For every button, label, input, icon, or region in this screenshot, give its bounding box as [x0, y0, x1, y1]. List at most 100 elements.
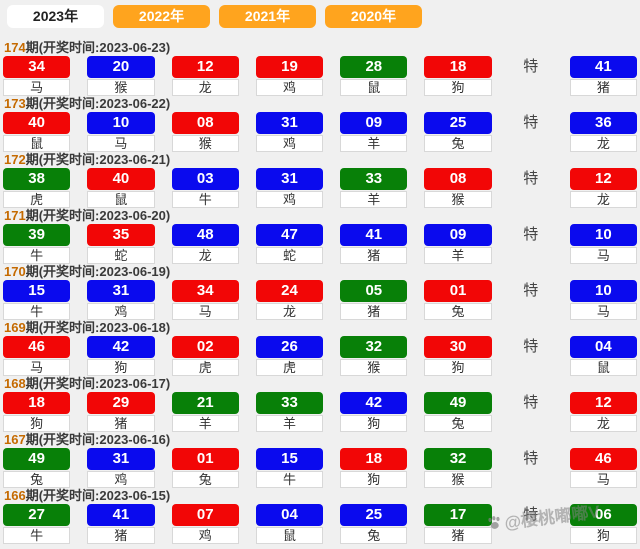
zodiac-label: 鸡: [255, 191, 324, 208]
period-header: 170期(开奖时间:2023-06-19): [4, 264, 171, 279]
special-label: 特: [523, 506, 539, 523]
zodiac-label: 猪: [87, 527, 155, 544]
number-cell: 31 鸡: [87, 280, 155, 320]
number-cell: 42 狗: [87, 336, 155, 376]
tab-2021[interactable]: 2021年: [219, 5, 316, 28]
number-ball: 31: [255, 168, 324, 190]
zodiac-label: 狗: [87, 359, 155, 376]
tab-2023[interactable]: 2023年: [7, 5, 104, 28]
zodiac-label: 猪: [340, 247, 408, 264]
number-ball: 27: [3, 504, 71, 526]
number-cell: 18 狗: [424, 56, 492, 96]
zodiac-label: 猪: [424, 527, 492, 544]
number-cell: 41 猪: [87, 504, 155, 544]
number-cell: 32 猴: [340, 336, 408, 376]
number-ball: 18: [424, 56, 492, 78]
number-cell: 34 马: [171, 280, 239, 320]
period-block: 174期(开奖时间:2023-06-23) 34 马 20 猴 12 龙 19 鸡 28 鼠 18 狗 特…: [0, 40, 640, 96]
tab-2022[interactable]: 2022年: [113, 5, 210, 28]
zodiac-label: 兔: [424, 135, 492, 152]
tab-2020[interactable]: 2020年: [325, 5, 422, 28]
special-number-cell: 06 狗: [569, 504, 637, 544]
number-cell: 19 鸡: [255, 56, 324, 96]
zodiac-label: 牛: [3, 303, 71, 320]
number-cell: 26 虎: [255, 336, 324, 376]
special-number-ball: 04: [569, 336, 637, 358]
zodiac-label: 龙: [569, 415, 637, 432]
period-header: 168期(开奖时间:2023-06-17): [4, 376, 171, 391]
special-number-cell: 46 马: [569, 448, 637, 488]
number-ball: 05: [340, 280, 408, 302]
period-block: 173期(开奖时间:2023-06-22) 40 鼠 10 马 08 猴 31 鸡 09 羊 25 兔 特…: [0, 96, 640, 152]
special-number-cell: 12 龙: [569, 392, 637, 432]
zodiac-label: 鼠: [87, 191, 155, 208]
period-block: 168期(开奖时间:2023-06-17) 18 狗 29 猪 21 羊 33 羊 42 狗 49 兔特…: [0, 376, 640, 432]
zodiac-label: 猴: [424, 191, 492, 208]
zodiac-label: 羊: [340, 135, 408, 152]
zodiac-label: 羊: [424, 247, 492, 264]
period-block: 172期(开奖时间:2023-06-21) 38 虎 40 鼠 03 牛 31 鸡 33 羊 08 猴 特…: [0, 152, 640, 208]
zodiac-label: 马: [569, 247, 637, 264]
number-ball: 42: [340, 392, 408, 414]
number-cell: 10 马: [87, 112, 155, 152]
special-label: 特: [523, 58, 539, 75]
number-ball: 34: [3, 56, 71, 78]
number-cell: 27 牛: [3, 504, 71, 544]
number-ball: 28: [340, 56, 408, 78]
special-number-cell: 41 猪: [569, 56, 637, 96]
special-number-ball: 46: [569, 448, 637, 470]
number-ball: 08: [424, 168, 492, 190]
number-ball: 02: [171, 336, 239, 358]
number-cell: 18 狗: [3, 392, 71, 432]
zodiac-label: 猴: [424, 471, 492, 488]
zodiac-label: 猴: [340, 359, 408, 376]
number-cell: 15 牛: [3, 280, 71, 320]
special-number-ball: 36: [569, 112, 637, 134]
zodiac-label: 龙: [255, 303, 324, 320]
special-label: 特: [523, 114, 539, 131]
special-number-cell: 12 龙: [569, 168, 637, 208]
number-ball: 39: [3, 224, 71, 246]
zodiac-label: 兔: [171, 471, 239, 488]
number-ball: 20: [87, 56, 155, 78]
number-cell: 25 兔: [340, 504, 408, 544]
zodiac-label: 虎: [171, 359, 239, 376]
number-ball: 33: [340, 168, 408, 190]
number-cell: 07 鸡: [171, 504, 239, 544]
zodiac-label: 鸡: [171, 527, 239, 544]
number-ball: 40: [3, 112, 71, 134]
number-ball: 31: [87, 448, 155, 470]
period-block: 167期(开奖时间:2023-06-16) 49 兔 31 鸡 01 兔 15 牛 18 狗 32 猴特…: [0, 432, 640, 488]
zodiac-label: 牛: [3, 247, 71, 264]
zodiac-label: 羊: [171, 415, 239, 432]
special-label: 特: [523, 282, 539, 299]
number-ball: 41: [87, 504, 155, 526]
special-number-ball: 10: [569, 280, 637, 302]
number-cell: 09 羊: [424, 224, 492, 264]
zodiac-label: 狗: [424, 359, 492, 376]
period-header: 173期(开奖时间:2023-06-22): [4, 96, 171, 111]
zodiac-label: 兔: [3, 471, 71, 488]
number-cell: 12 龙: [171, 56, 239, 96]
special-label: 特: [523, 226, 539, 243]
number-ball: 34: [171, 280, 239, 302]
number-ball: 08: [171, 112, 239, 134]
number-cell: 08 猴: [171, 112, 239, 152]
period-block: 166期(开奖时间:2023-06-15) 27 牛 41 猪 07 鸡 04 鼠 25 兔 17 猪特…: [0, 488, 640, 544]
period-block: 169期(开奖时间:2023-06-18) 46 马 42 狗 02 虎 26 虎 32 猴 30 狗特…: [0, 320, 640, 376]
number-ball: 15: [3, 280, 71, 302]
number-cell: 03 牛: [171, 168, 239, 208]
number-ball: 29: [87, 392, 155, 414]
zodiac-label: 鸡: [255, 135, 324, 152]
zodiac-label: 马: [87, 135, 155, 152]
special-number-ball: 06: [569, 504, 637, 526]
number-ball: 18: [3, 392, 71, 414]
zodiac-label: 鸡: [87, 471, 155, 488]
zodiac-label: 猴: [171, 135, 239, 152]
zodiac-label: 马: [3, 79, 71, 96]
zodiac-label: 马: [569, 303, 637, 320]
number-cell: 49 兔: [424, 392, 492, 432]
number-cell: 35 蛇: [87, 224, 155, 264]
number-ball: 07: [171, 504, 239, 526]
number-ball: 26: [255, 336, 324, 358]
